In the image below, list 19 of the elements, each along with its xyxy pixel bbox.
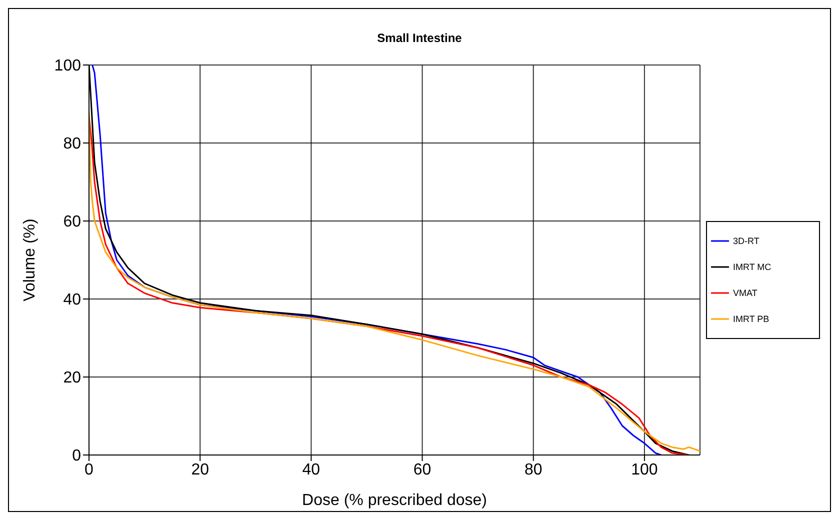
legend-label: 3D-RT <box>733 236 760 246</box>
y-tick-label: 80 <box>63 136 82 153</box>
x-tick-label: 40 <box>302 461 320 478</box>
legend-label: VMAT <box>733 288 758 298</box>
y-tick-label: 20 <box>63 370 82 387</box>
y-tick-label: 40 <box>63 292 82 309</box>
legend-label: IMRT PB <box>733 314 770 324</box>
x-tick-label: 60 <box>413 461 432 478</box>
x-tick-label: 80 <box>524 461 542 478</box>
y-tick-label: 60 <box>63 214 82 231</box>
y-tick-label: 100 <box>54 58 82 75</box>
x-axis-title: Dose (% prescribed dose) <box>302 492 487 509</box>
x-tick-label: 20 <box>191 461 210 478</box>
chart-title: Small Intestine <box>376 31 463 45</box>
x-tick-label: 0 <box>84 461 94 478</box>
y-tick-label: 0 <box>72 448 82 465</box>
legend-label: IMRT MC <box>733 262 772 272</box>
y-axis-title: Volume (%) <box>22 218 39 302</box>
x-tick-label: 100 <box>631 461 658 478</box>
